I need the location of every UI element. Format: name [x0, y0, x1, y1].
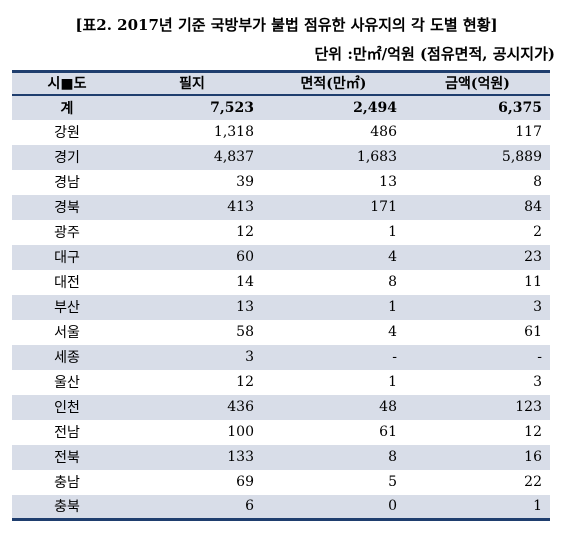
cell-region: 울산 — [54, 375, 80, 391]
cell-amount: - — [537, 349, 542, 365]
table-row: 충남 69 5 22 — [12, 469, 550, 495]
table-row: 경기 4,837 1,683 5,889 — [12, 144, 550, 170]
table-row: 경북 413 171 84 — [12, 194, 550, 220]
cell-region: 전남 — [54, 425, 80, 441]
cell-area: 2,494 — [353, 99, 397, 116]
cell-region: 경북 — [54, 200, 80, 216]
table-header-row: 시■도 필지 면적(만㎡) 금액(억원) — [12, 71, 550, 95]
cell-region: 충북 — [54, 499, 80, 516]
cell-area: 171 — [370, 199, 397, 215]
total-row: 계 7,523 2,494 6,375 — [12, 94, 550, 120]
cell-parcels: 413 — [227, 199, 254, 215]
cell-region: 세종 — [54, 350, 80, 366]
cell-area: 1 — [388, 299, 397, 315]
cell-parcels: 7,523 — [210, 99, 254, 116]
cell-area: 8 — [388, 449, 397, 465]
cell-region: 경기 — [54, 150, 80, 166]
cell-amount: 123 — [515, 399, 542, 415]
cell-amount: 12 — [524, 424, 542, 440]
table-row: 충북 6 0 1 — [12, 494, 550, 520]
cell-area: 486 — [370, 124, 397, 140]
cell-amount: 117 — [515, 124, 542, 140]
cell-parcels: 39 — [236, 174, 254, 190]
cell-area: 1 — [388, 374, 397, 390]
cell-area: 48 — [379, 399, 397, 415]
header-region: 시■도 — [47, 76, 87, 93]
cell-parcels: 12 — [236, 374, 254, 390]
cell-area: - — [392, 349, 397, 365]
cell-parcels: 100 — [227, 424, 254, 440]
cell-parcels: 6 — [245, 498, 254, 515]
table-row: 대전 14 8 11 — [12, 269, 550, 295]
cell-region: 강원 — [54, 125, 80, 141]
cell-area: 0 — [388, 498, 397, 515]
cell-parcels: 13 — [236, 299, 254, 315]
cell-area: 1 — [388, 224, 397, 240]
header-amount: 금액(억원) — [445, 76, 510, 93]
cell-amount: 5,889 — [501, 149, 542, 165]
table-row: 부산 13 1 3 — [12, 294, 550, 320]
cell-region: 서울 — [54, 325, 80, 341]
cell-amount: 61 — [524, 324, 542, 340]
table-row: 전북 133 8 16 — [12, 444, 550, 470]
header-area: 면적(만㎡) — [300, 76, 367, 93]
cell-parcels: 60 — [236, 249, 254, 265]
table-row: 광주 12 1 2 — [12, 219, 550, 245]
cell-region: 충남 — [54, 475, 80, 491]
header-parcels: 필지 — [179, 76, 205, 93]
cell-amount: 8 — [533, 174, 542, 190]
table-row: 서울 58 4 61 — [12, 319, 550, 345]
cell-area: 5 — [388, 474, 397, 490]
cell-amount: 16 — [524, 449, 542, 465]
cell-area: 1,683 — [356, 149, 397, 165]
cell-amount: 3 — [533, 374, 542, 390]
cell-parcels: 58 — [236, 324, 254, 340]
unit-note: 단위 :만㎡/억원 (점유면적, 공시지가) — [314, 45, 556, 63]
cell-area: 4 — [388, 324, 397, 340]
table-title: [표2. 2017년 기준 국방부가 불법 점유한 사유지의 각 도별 현황] — [75, 16, 498, 34]
table-row: 경남 39 13 8 — [12, 169, 550, 195]
cell-region: 광주 — [54, 225, 80, 241]
cell-parcels: 133 — [227, 449, 254, 465]
cell-region: 전북 — [54, 450, 80, 466]
cell-amount: 22 — [524, 474, 542, 490]
cell-parcels: 4,837 — [213, 149, 254, 165]
cell-amount: 1 — [533, 498, 542, 515]
cell-amount: 2 — [533, 224, 542, 240]
cell-parcels: 69 — [236, 474, 254, 490]
cell-region: 대구 — [54, 250, 80, 266]
table-row: 인천 436 48 123 — [12, 394, 550, 420]
cell-parcels: 436 — [227, 399, 254, 415]
cell-parcels: 3 — [245, 349, 254, 365]
cell-parcels: 12 — [236, 224, 254, 240]
table-row: 세종 3 - - — [12, 344, 550, 370]
table-row: 강원 1,318 486 117 — [12, 119, 550, 145]
cell-amount: 23 — [524, 249, 542, 265]
cell-parcels: 14 — [236, 274, 254, 290]
cell-amount: 84 — [524, 199, 542, 215]
cell-region: 대전 — [54, 275, 80, 291]
table-row: 대구 60 4 23 — [12, 244, 550, 270]
cell-amount: 6,375 — [498, 99, 542, 116]
cell-amount: 11 — [524, 274, 542, 290]
cell-area: 4 — [388, 249, 397, 265]
cell-parcels: 1,318 — [213, 124, 254, 140]
cell-region: 인천 — [54, 400, 80, 416]
cell-area: 61 — [379, 424, 397, 440]
cell-region: 경남 — [54, 175, 80, 191]
table-row: 전남 100 61 12 — [12, 419, 550, 445]
cell-region: 부산 — [54, 300, 80, 316]
cell-area: 13 — [379, 174, 397, 190]
cell-amount: 3 — [533, 299, 542, 315]
table-row: 울산 12 1 3 — [12, 369, 550, 395]
status-table: 시■도 필지 면적(만㎡) 금액(억원) 계 7,523 2,494 6,375 강원 1… — [12, 70, 550, 521]
cell-region: 계 — [60, 100, 74, 117]
cell-area: 8 — [388, 274, 397, 290]
